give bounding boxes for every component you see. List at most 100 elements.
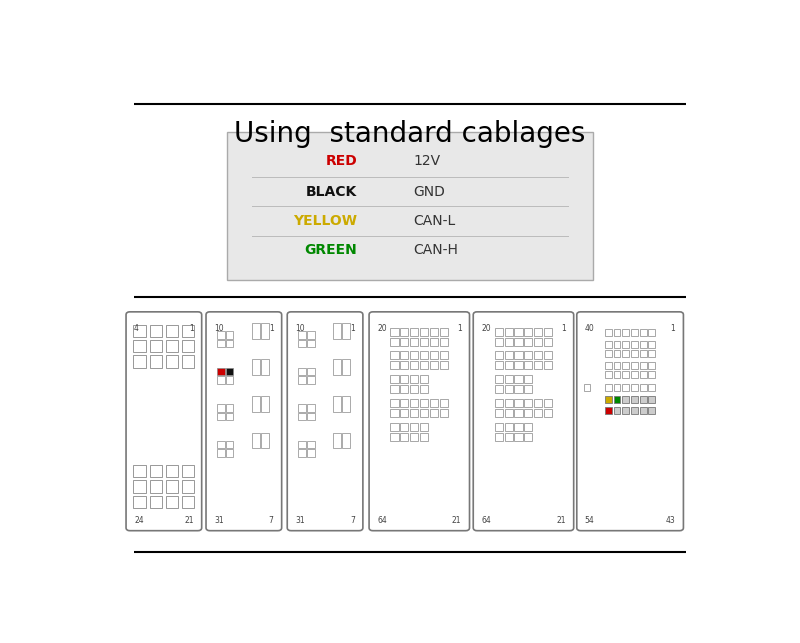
Text: GREEN: GREEN — [305, 244, 358, 257]
Bar — [342, 433, 350, 449]
Bar — [420, 338, 428, 345]
Text: BLACK: BLACK — [306, 185, 358, 199]
Bar — [307, 449, 314, 457]
Bar — [134, 480, 146, 493]
Bar — [622, 363, 629, 369]
Bar — [166, 340, 178, 352]
Bar — [420, 361, 428, 369]
Bar — [217, 441, 225, 449]
Bar — [631, 371, 638, 378]
Bar — [622, 384, 629, 390]
Text: Using  standard cablages: Using standard cablages — [234, 120, 586, 148]
Bar — [150, 496, 162, 508]
Bar — [631, 341, 638, 348]
Bar — [410, 409, 418, 417]
FancyBboxPatch shape — [126, 312, 202, 530]
Bar — [524, 338, 533, 345]
Bar — [494, 361, 502, 369]
Bar — [640, 396, 646, 403]
Bar — [605, 384, 612, 390]
Bar — [252, 396, 260, 412]
Text: 1: 1 — [561, 323, 566, 332]
Bar — [150, 356, 162, 368]
Bar — [166, 465, 178, 477]
Bar — [390, 422, 398, 431]
Bar — [524, 361, 533, 369]
Bar — [614, 406, 621, 413]
Bar — [648, 396, 655, 403]
Bar — [182, 496, 194, 508]
Bar — [514, 385, 522, 393]
Bar — [614, 329, 621, 336]
Bar — [494, 399, 502, 407]
Bar — [505, 385, 513, 393]
Text: 21: 21 — [184, 516, 194, 525]
Bar — [494, 433, 502, 440]
Bar — [390, 361, 398, 369]
FancyBboxPatch shape — [227, 132, 593, 280]
Bar — [400, 422, 409, 431]
Bar — [514, 399, 522, 407]
Text: 10: 10 — [295, 323, 305, 332]
Bar — [514, 422, 522, 431]
Bar — [420, 328, 428, 336]
Bar — [505, 376, 513, 383]
Bar — [631, 406, 638, 413]
Bar — [505, 352, 513, 359]
Bar — [307, 340, 314, 347]
Bar — [544, 352, 552, 359]
Bar — [333, 396, 341, 412]
Bar — [182, 480, 194, 493]
Bar — [410, 376, 418, 383]
Bar — [640, 371, 646, 378]
Bar — [217, 368, 225, 376]
Bar — [226, 331, 234, 339]
Bar — [544, 338, 552, 345]
Bar — [505, 338, 513, 345]
Bar — [226, 340, 234, 347]
Bar — [390, 328, 398, 336]
FancyBboxPatch shape — [474, 312, 574, 530]
Text: 12V: 12V — [413, 154, 440, 168]
Bar — [342, 396, 350, 412]
Text: 1: 1 — [670, 323, 675, 332]
Bar — [166, 325, 178, 337]
Bar — [390, 399, 398, 407]
Bar — [400, 433, 409, 440]
Bar — [544, 361, 552, 369]
Bar — [420, 409, 428, 417]
Bar — [217, 404, 225, 412]
Text: 1: 1 — [457, 323, 462, 332]
Text: 31: 31 — [295, 516, 305, 525]
Text: GND: GND — [413, 185, 445, 199]
Bar — [430, 338, 438, 345]
Text: 21: 21 — [452, 516, 462, 525]
FancyBboxPatch shape — [287, 312, 363, 530]
Bar — [544, 328, 552, 336]
Bar — [410, 422, 418, 431]
Bar — [217, 376, 225, 384]
Bar — [410, 385, 418, 393]
Bar — [410, 338, 418, 345]
Bar — [430, 328, 438, 336]
Bar — [605, 341, 612, 348]
Text: RED: RED — [326, 154, 358, 168]
Bar — [217, 331, 225, 339]
Text: 40: 40 — [585, 323, 594, 332]
Bar — [514, 376, 522, 383]
Bar — [584, 384, 590, 390]
Bar — [307, 413, 314, 421]
Bar — [440, 338, 448, 345]
Bar — [410, 433, 418, 440]
Text: CAN-H: CAN-H — [413, 244, 458, 257]
Bar — [261, 433, 270, 449]
Text: CAN-L: CAN-L — [413, 213, 455, 228]
Bar — [494, 409, 502, 417]
Bar — [226, 449, 234, 457]
Text: 7: 7 — [269, 516, 274, 525]
Text: 10: 10 — [214, 323, 224, 332]
Bar — [614, 396, 621, 403]
FancyBboxPatch shape — [369, 312, 470, 530]
Bar — [524, 409, 533, 417]
Bar — [390, 433, 398, 440]
